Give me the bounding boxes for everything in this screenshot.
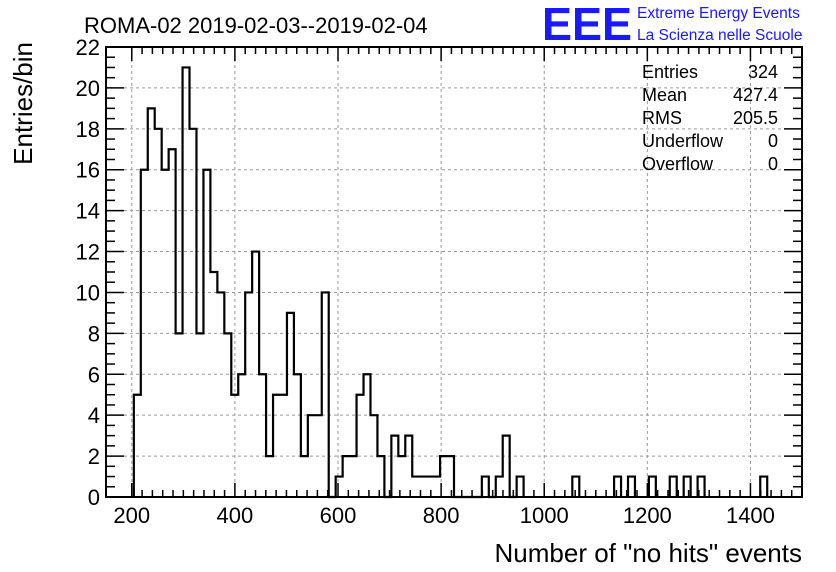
stats-label-rms: RMS (642, 108, 682, 128)
x-tick-label: 800 (423, 503, 460, 528)
histogram-bin (433, 477, 440, 497)
x-axis-label: Number of "no hits" events (495, 538, 803, 568)
axis-ticks (106, 46, 803, 498)
x-tick-label: 200 (113, 503, 150, 528)
stats-value-overflow: 0 (768, 154, 778, 174)
x-tick-label: 400 (217, 503, 254, 528)
eee-logo-line2: La Scienza nelle Scuole (637, 27, 802, 44)
stats-label-overflow: Overflow (642, 154, 714, 174)
histogram-bin (412, 477, 419, 497)
y-tick-label: 8 (88, 321, 100, 346)
stats-box: Entries 324 Mean 427.4 RMS 205.5 Underflow 0 Ove… (642, 62, 778, 174)
y-tick-label: 10 (76, 280, 100, 305)
y-tick-label: 6 (88, 362, 100, 387)
y-tick-label: 20 (76, 76, 100, 101)
stats-value-rms: 205.5 (733, 108, 778, 128)
histogram-outline (132, 66, 769, 499)
y-tick-label: 14 (76, 199, 100, 224)
y-tick-label: 18 (76, 117, 100, 142)
histogram-bin (280, 395, 287, 497)
x-tick-label: 1200 (623, 503, 672, 528)
tick-labels: 200 400 600 800 1000 1200 14000246810121416182… (76, 35, 775, 528)
y-tick-label: 4 (88, 403, 100, 428)
stats-value-underflow: 0 (768, 131, 778, 151)
y-tick-label: 12 (76, 240, 100, 265)
eee-logo-mark: EEE (542, 0, 632, 50)
y-tick-label: 22 (76, 35, 100, 60)
stats-label-underflow: Underflow (642, 131, 724, 151)
x-tick-label: 1000 (520, 503, 569, 528)
histogram-bin (426, 477, 433, 497)
histogram-bin (350, 456, 357, 497)
stats-label-mean: Mean (642, 85, 687, 105)
stats-value-mean: 427.4 (733, 85, 778, 105)
y-axis-label: Entries/bin (8, 42, 38, 165)
y-tick-label: 0 (88, 485, 100, 510)
x-tick-label: 600 (320, 503, 357, 528)
eee-logo: EEE Extreme Energy Events La Scienza nel… (542, 0, 802, 50)
histogram-bin (210, 272, 217, 497)
y-tick-label: 16 (76, 158, 100, 183)
x-tick-label: 1400 (726, 503, 775, 528)
stats-value-entries: 324 (748, 62, 778, 82)
histogram-bin (266, 456, 273, 497)
histogram-bin (155, 129, 162, 497)
eee-logo-line1: Extreme Energy Events (637, 5, 800, 22)
stats-label-entries: Entries (642, 62, 698, 82)
chart-title: ROMA-02 2019-02-03--2019-02-04 (84, 13, 428, 38)
y-tick-label: 2 (88, 444, 100, 469)
